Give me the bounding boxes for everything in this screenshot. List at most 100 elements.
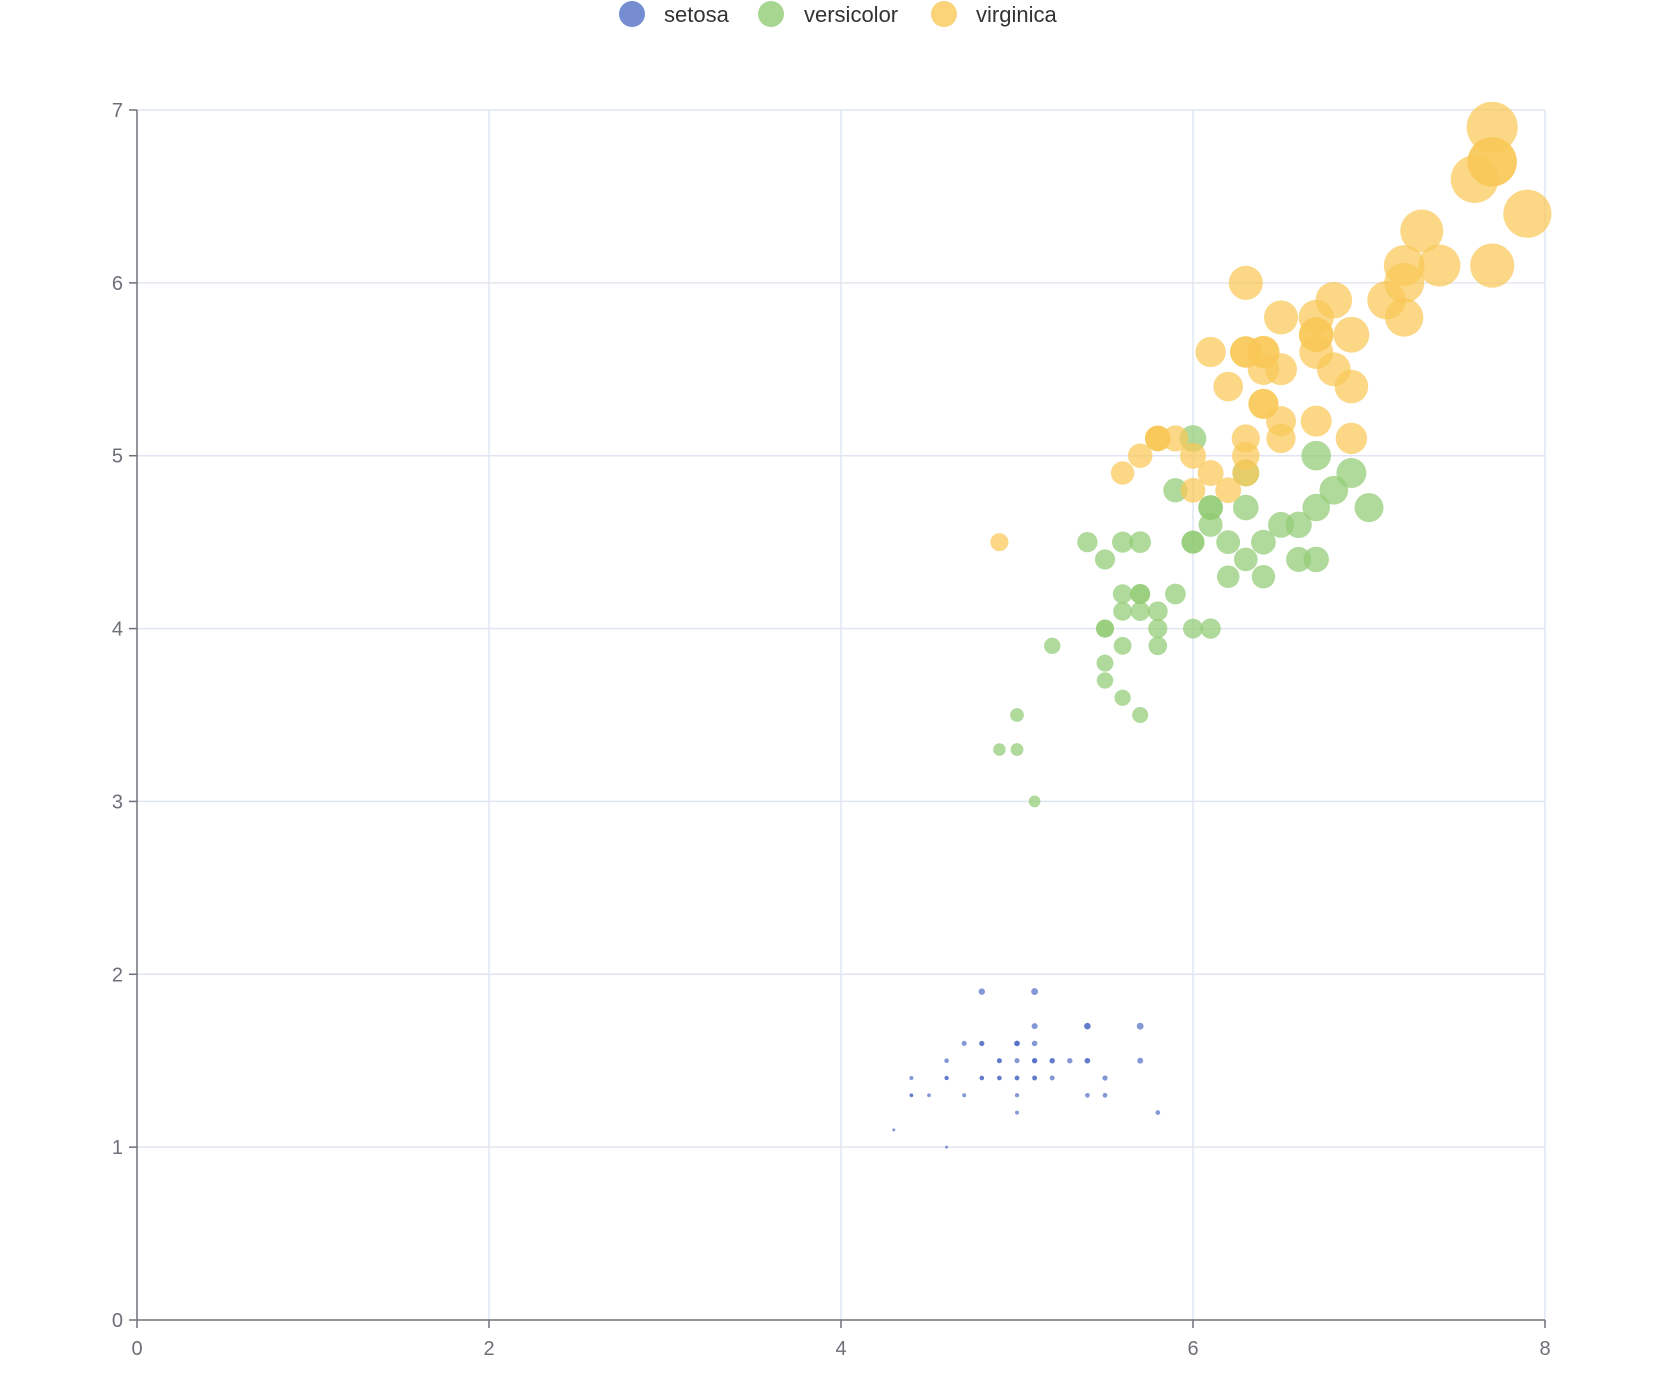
data-point[interactable] [1333,316,1370,353]
data-point[interactable] [1014,1093,1020,1098]
data-point[interactable] [1085,1092,1090,1098]
data-point[interactable] [1163,478,1188,503]
data-point[interactable] [1049,1075,1055,1081]
data-point[interactable] [1263,300,1299,335]
data-point[interactable] [944,1058,949,1064]
data-point[interactable] [1113,601,1133,621]
data-point[interactable] [1132,706,1149,724]
data-point[interactable] [978,988,985,995]
data-point[interactable] [962,1093,967,1098]
data-point[interactable] [1232,494,1259,521]
data-point[interactable] [1354,493,1384,523]
data-point[interactable] [1148,636,1168,656]
data-point[interactable] [1148,618,1168,639]
data-point[interactable] [1028,795,1041,808]
legend[interactable]: setosa versicolor virginica [619,1,1057,27]
data-point[interactable] [909,1075,914,1081]
data-point[interactable] [1015,1110,1019,1115]
data-point[interactable] [1285,511,1312,539]
data-point[interactable] [1130,584,1151,604]
data-point[interactable] [1102,1075,1108,1081]
data-point[interactable] [1181,530,1205,554]
data-point[interactable] [1418,244,1461,287]
data-point[interactable] [1084,1022,1091,1030]
data-point[interactable] [1298,317,1334,353]
data-point[interactable] [1195,336,1226,368]
data-point[interactable] [1216,565,1240,589]
data-point[interactable] [1096,672,1114,689]
data-point[interactable] [1300,405,1332,437]
data-point[interactable] [1470,243,1515,288]
data-point[interactable] [1232,441,1260,470]
data-point[interactable] [1197,460,1224,486]
data-point[interactable] [1095,619,1115,638]
data-point[interactable] [1286,546,1312,572]
data-point[interactable] [1179,442,1207,469]
data-point[interactable] [1400,209,1444,253]
data-point[interactable] [1010,708,1024,722]
data-point[interactable] [1198,495,1223,520]
data-point[interactable] [1266,406,1296,437]
data-point[interactable] [944,1075,949,1081]
data-point[interactable] [1247,353,1280,385]
legend-item-virginica[interactable]: virginica [931,1,1057,27]
data-point[interactable] [1335,422,1368,455]
data-point[interactable] [997,1075,1002,1081]
data-point[interactable] [996,1058,1002,1064]
data-point[interactable] [1014,1040,1020,1047]
data-point[interactable] [1112,531,1134,553]
data-point[interactable] [1112,584,1133,604]
data-point[interactable] [1467,137,1517,187]
data-point[interactable] [1010,743,1024,756]
data-point[interactable] [1155,1110,1161,1115]
data-point[interactable] [1032,1058,1038,1064]
data-point[interactable] [1228,265,1263,300]
data-point[interactable] [1384,298,1424,337]
data-point[interactable] [993,743,1006,756]
data-point[interactable] [1147,601,1168,622]
data-point[interactable] [1303,546,1329,573]
data-point[interactable] [1215,477,1242,504]
data-point[interactable] [1102,1092,1108,1098]
data-point[interactable] [1302,493,1330,522]
data-point[interactable] [1067,1058,1073,1064]
data-point[interactable] [1094,549,1116,570]
data-point[interactable] [1301,440,1332,471]
data-point[interactable] [1315,281,1353,319]
data-point[interactable] [1198,512,1223,537]
legend-item-setosa[interactable]: setosa [619,1,730,27]
data-point[interactable] [979,1040,985,1047]
data-point[interactable] [1129,531,1152,553]
data-point[interactable] [1031,988,1039,995]
data-point[interactable] [1233,547,1258,572]
data-point[interactable] [1180,477,1206,503]
data-point[interactable] [1251,564,1276,589]
data-point[interactable] [990,533,1009,552]
data-point[interactable] [1466,101,1518,153]
data-point[interactable] [1044,637,1061,655]
data-point[interactable] [1014,1058,1020,1064]
data-point[interactable] [1114,689,1131,706]
data-point[interactable] [1049,1058,1055,1064]
data-point[interactable] [1113,636,1132,655]
data-point[interactable] [1077,532,1098,553]
data-point[interactable] [979,1075,985,1081]
data-point[interactable] [1183,618,1203,639]
data-point[interactable] [1110,461,1135,485]
data-point[interactable] [1137,1057,1144,1064]
data-point[interactable] [909,1093,914,1098]
data-point[interactable] [945,1145,949,1149]
data-point[interactable] [1334,369,1369,404]
data-point[interactable] [892,1128,896,1132]
data-point[interactable] [1014,1075,1020,1081]
data-point[interactable] [927,1093,931,1098]
data-point[interactable] [1200,618,1221,639]
data-point[interactable] [1165,583,1186,605]
legend-item-versicolor[interactable]: versicolor [758,1,898,27]
data-point[interactable] [1130,601,1150,621]
data-point[interactable] [1216,530,1241,555]
data-point[interactable] [1162,425,1189,452]
data-point[interactable] [1136,1022,1144,1030]
data-point[interactable] [1032,1075,1037,1081]
data-point[interactable] [961,1040,967,1046]
